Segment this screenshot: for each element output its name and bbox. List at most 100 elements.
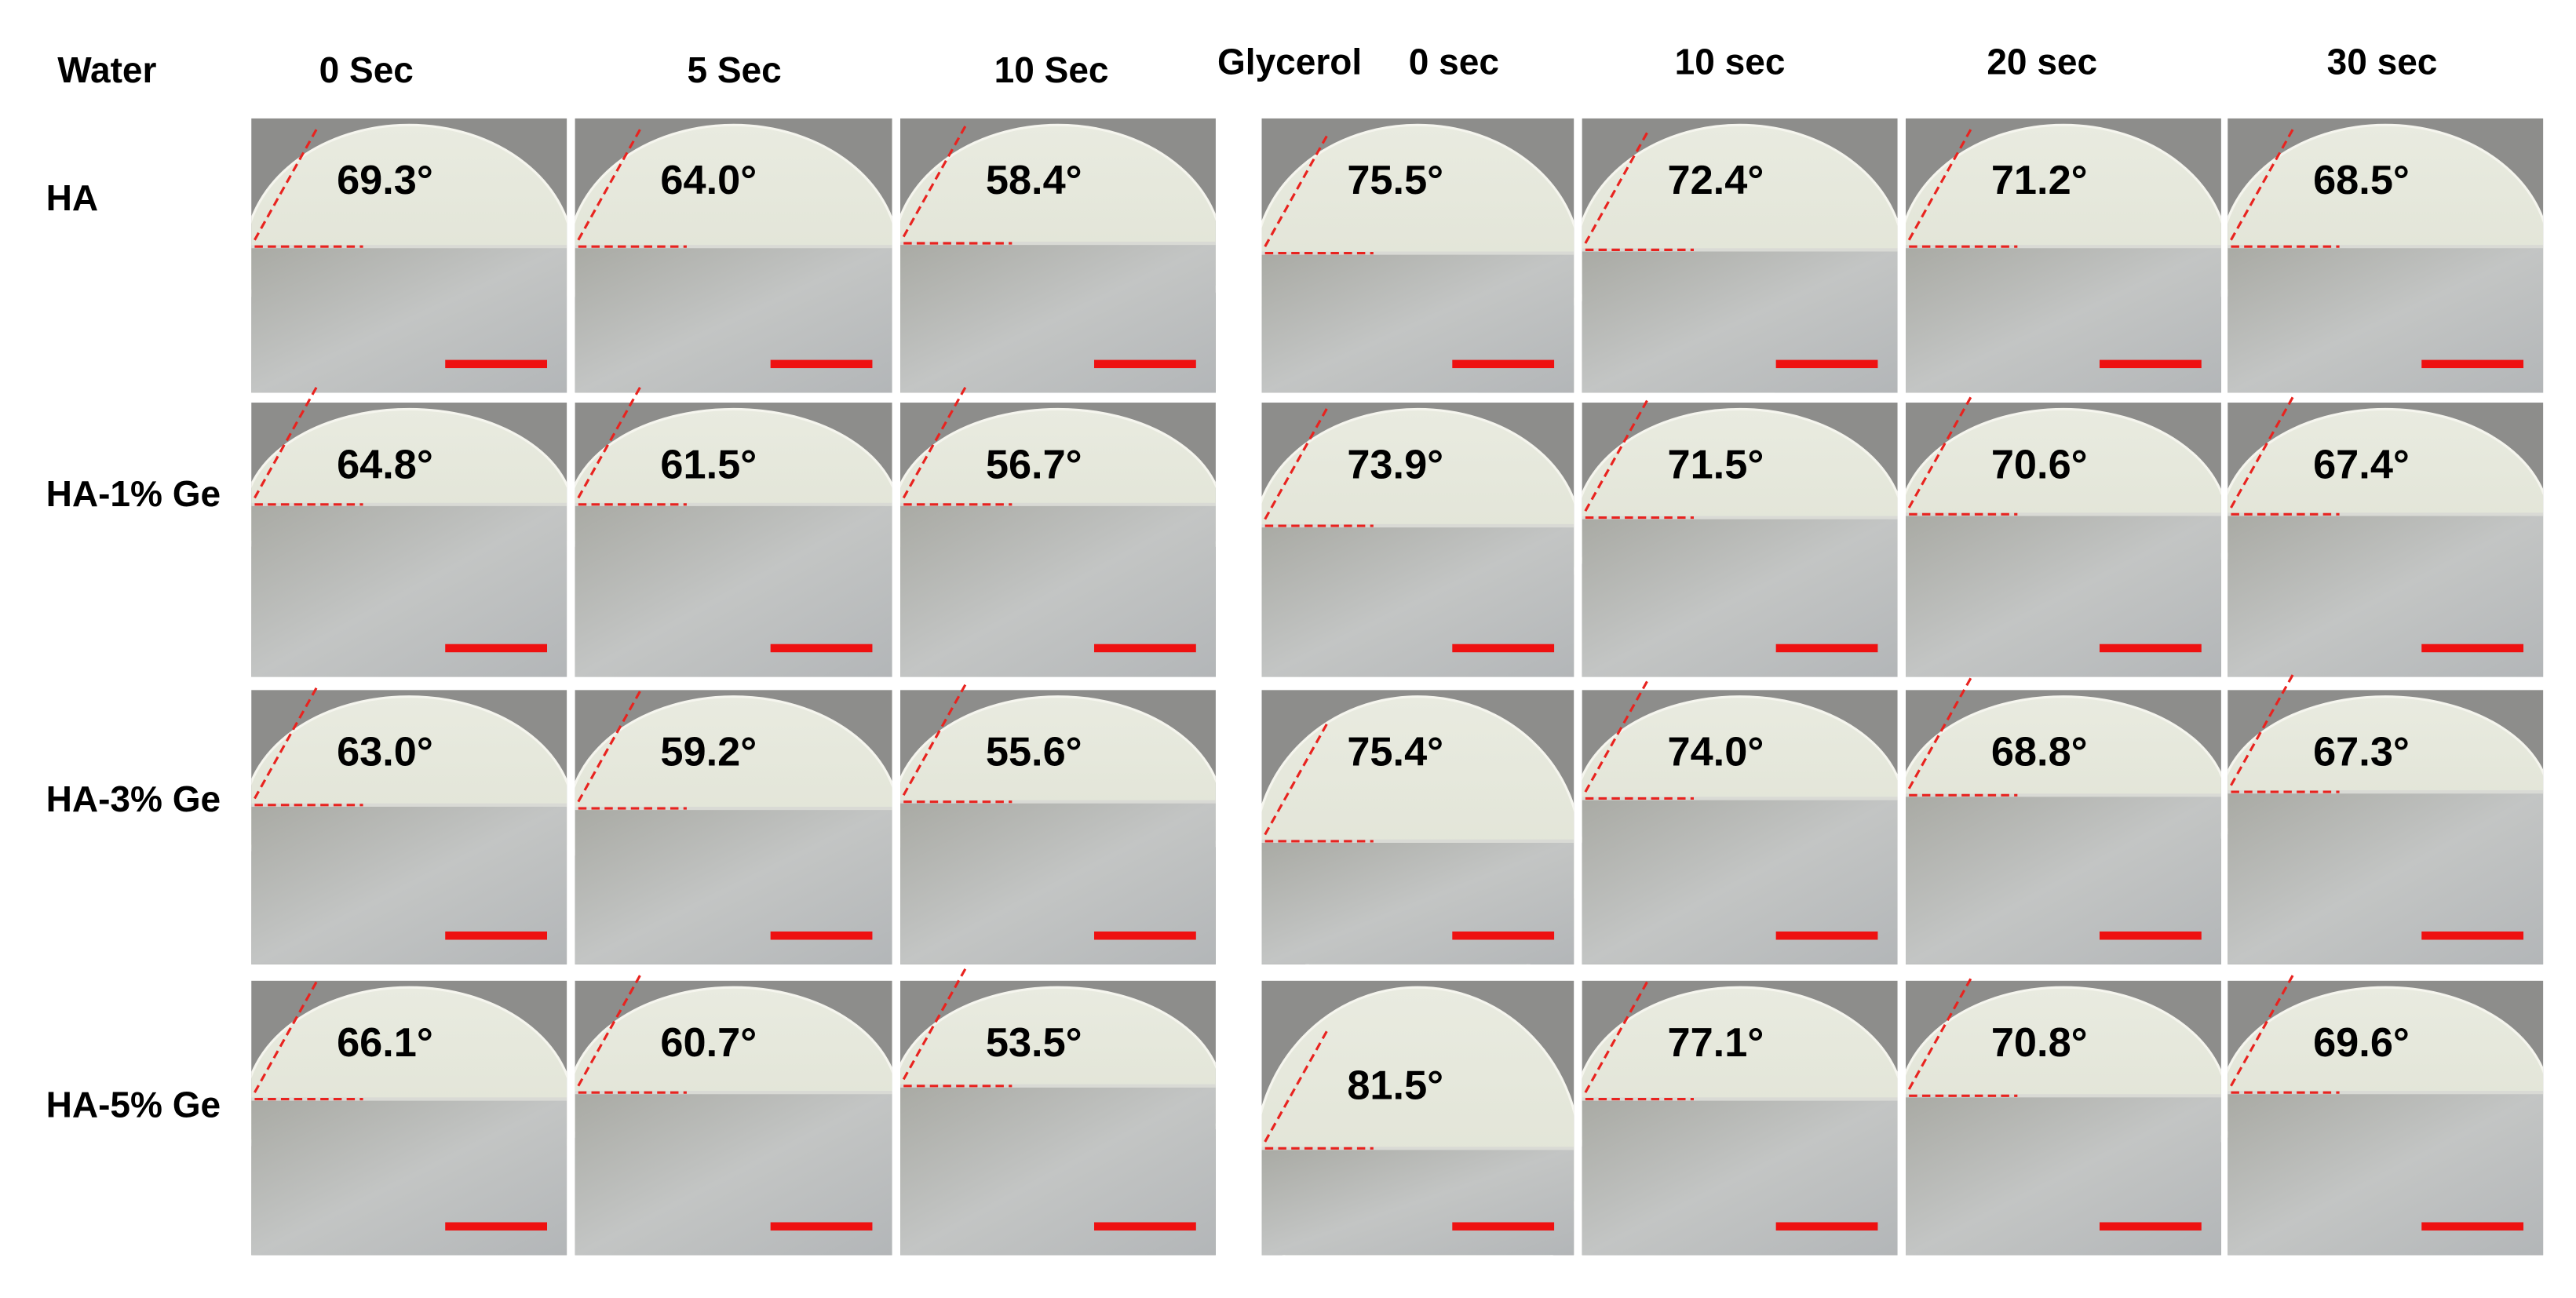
tangent-line xyxy=(902,683,968,797)
droplet-photo: 63.0° xyxy=(251,686,567,964)
tangent-line xyxy=(902,385,968,499)
substrate xyxy=(575,1092,892,1256)
sample-label: HA-3% Ge xyxy=(46,778,221,819)
contact-angle: 53.5° xyxy=(986,1020,1082,1066)
contact-angle: 81.5° xyxy=(1347,1063,1443,1109)
contact-angle: 71.2° xyxy=(1991,158,2088,203)
photo-content xyxy=(1261,986,1574,1256)
substrate xyxy=(1582,1099,1898,1256)
substrate xyxy=(1261,1148,1574,1256)
contact-angle: 67.4° xyxy=(2313,442,2410,487)
photo-content xyxy=(1906,123,2221,393)
contact-angle: 70.6° xyxy=(1991,442,2088,487)
contact-angle: 70.8° xyxy=(1991,1020,2088,1066)
contact-angle: 64.8° xyxy=(337,442,433,487)
substrate xyxy=(1261,840,1574,964)
contact-angle: 61.5° xyxy=(660,442,757,487)
tangent-line xyxy=(1584,399,1649,512)
droplet-photo: 59.2° xyxy=(575,689,892,964)
contact-angle: 58.4° xyxy=(986,158,1082,203)
tangent-line xyxy=(577,689,642,803)
scale-bar xyxy=(1094,644,1196,653)
droplet-photo: 70.8° xyxy=(1906,976,2221,1256)
droplet-photo: 71.2° xyxy=(1906,118,2221,393)
tangent-line xyxy=(1907,976,1973,1090)
droplet-photo: 56.7° xyxy=(900,385,1216,677)
droplet-photo: 68.5° xyxy=(2228,118,2544,393)
photo-content xyxy=(900,986,1216,1256)
photo-content xyxy=(1906,695,2221,964)
time-label: 10 sec xyxy=(1675,41,1786,82)
scale-bar xyxy=(1452,359,1555,369)
droplet-photo: 67.3° xyxy=(2228,673,2544,964)
scale-bar xyxy=(1775,1222,1878,1231)
tangent-line xyxy=(1907,676,1973,789)
photo-content xyxy=(1582,695,1898,964)
scale-bar xyxy=(445,644,548,653)
tangent-line xyxy=(2230,127,2295,241)
contact-angle: 72.4° xyxy=(1668,158,1764,203)
tangent-line xyxy=(902,967,968,1081)
contact-angle: 75.4° xyxy=(1347,730,1443,775)
substrate xyxy=(1906,246,2221,393)
time-label: 5 Sec xyxy=(687,49,781,90)
scale-bar xyxy=(1775,359,1878,369)
substrate xyxy=(900,801,1216,964)
scale-bar xyxy=(2099,1222,2202,1231)
contact-angle: 66.1° xyxy=(337,1020,433,1066)
substrate xyxy=(2228,514,2544,677)
droplet-photo: 64.8° xyxy=(251,385,567,677)
contact-angle: 74.0° xyxy=(1668,730,1764,775)
contact-angle: 77.1° xyxy=(1668,1020,1764,1066)
substrate xyxy=(1906,1096,2221,1256)
substrate xyxy=(1261,526,1574,677)
droplet-photo: 69.3° xyxy=(251,118,567,393)
scale-bar xyxy=(2421,932,2524,940)
tangent-line xyxy=(1264,407,1329,520)
scale-bar xyxy=(2421,359,2524,369)
substrate xyxy=(900,243,1216,393)
substrate xyxy=(2228,1092,2544,1256)
photo-content xyxy=(1261,407,1574,677)
droplet-photo: 75.4° xyxy=(1261,690,1574,964)
droplet-photo: 66.1° xyxy=(251,980,567,1256)
scale-bar xyxy=(770,359,873,369)
photo-content xyxy=(575,695,892,964)
droplet-photo: 81.5° xyxy=(1261,980,1574,1256)
droplet-photo: 73.9° xyxy=(1261,403,1574,677)
tangent-line xyxy=(254,127,319,241)
contact-angle: 69.6° xyxy=(2313,1020,2410,1066)
droplet-photo: 60.7° xyxy=(575,973,892,1256)
scale-bar xyxy=(1094,1222,1196,1231)
contact-angle: 68.8° xyxy=(1991,730,2088,775)
glycerol-label: Glycerol xyxy=(1217,41,1362,82)
droplet-photo: 77.1° xyxy=(1582,980,1898,1256)
photo-content xyxy=(1261,695,1574,964)
time-label: 0 Sec xyxy=(319,49,414,90)
time-label: 10 Sec xyxy=(994,49,1109,90)
scale-bar xyxy=(2421,644,2524,653)
tangent-line xyxy=(1907,395,1973,509)
tangent-line xyxy=(902,124,968,238)
scale-bar xyxy=(2421,1222,2524,1231)
substrate xyxy=(251,246,567,393)
photo-content xyxy=(575,123,892,393)
scale-bar xyxy=(1452,644,1555,653)
tangent-line xyxy=(1264,722,1329,836)
tangent-line xyxy=(1584,680,1649,793)
contact-angle: 68.5° xyxy=(2313,158,2410,203)
droplet-photo: 72.4° xyxy=(1582,118,1898,393)
tangent-line xyxy=(254,980,319,1093)
photo-content xyxy=(251,123,567,393)
scale-bar xyxy=(2099,644,2202,653)
tangent-line xyxy=(2230,673,2295,786)
tangent-line xyxy=(577,385,642,499)
scale-bar xyxy=(1775,932,1878,940)
substrate xyxy=(251,1099,567,1256)
droplet-photo: 74.0° xyxy=(1582,680,1898,964)
tangent-line xyxy=(577,973,642,1087)
contact-angle: 60.7° xyxy=(660,1020,757,1066)
tangent-line xyxy=(1264,134,1329,247)
substrate xyxy=(251,804,567,964)
droplet-photo: 68.8° xyxy=(1906,676,2221,964)
